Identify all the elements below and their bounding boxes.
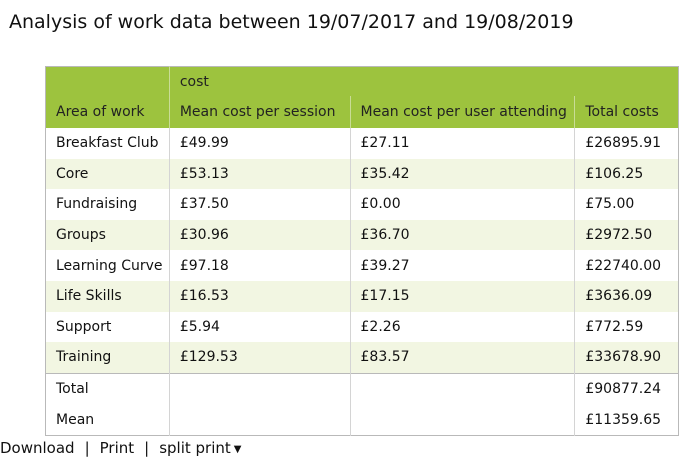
group-header-row: cost bbox=[45, 66, 679, 96]
separator: | bbox=[144, 439, 150, 457]
mean-user-cell: £35.42 bbox=[349, 158, 575, 190]
area-cell: Support bbox=[45, 311, 170, 343]
area-cell: Fundraising bbox=[45, 189, 170, 220]
footer-links: Download | Print | split print ▼ bbox=[0, 439, 241, 457]
download-link[interactable]: Download bbox=[0, 439, 75, 457]
cost-table: cost Area of work Mean cost per session … bbox=[45, 66, 679, 436]
table-row: Core £53.13 £35.42 £106.25 bbox=[45, 158, 679, 190]
column-header-mean-session: Mean cost per session bbox=[168, 96, 351, 128]
area-cell: Learning Curve bbox=[45, 250, 170, 281]
mean-user-cell: £83.57 bbox=[349, 342, 575, 374]
summary-empty-cell bbox=[168, 404, 351, 436]
summary-empty-cell bbox=[168, 372, 351, 405]
total-cell: £106.25 bbox=[574, 158, 679, 190]
table-row: Support £5.94 £2.26 £772.59 bbox=[45, 311, 679, 343]
table-row: Training £129.53 £83.57 £33678.90 bbox=[45, 342, 679, 374]
mean-user-cell: £27.11 bbox=[349, 128, 575, 159]
column-header-total: Total costs bbox=[574, 96, 679, 128]
total-cell: £75.00 bbox=[574, 189, 679, 220]
summary-value: £11359.65 bbox=[574, 404, 679, 436]
area-cell: Groups bbox=[45, 219, 170, 251]
mean-user-cell: £39.27 bbox=[349, 250, 575, 281]
mean-session-cell: £53.13 bbox=[168, 158, 351, 190]
split-print-label: split print bbox=[159, 439, 231, 457]
summary-row-total: Total £90877.24 bbox=[45, 372, 679, 405]
mean-session-cell: £129.53 bbox=[168, 342, 351, 374]
mean-user-cell: £36.70 bbox=[349, 219, 575, 251]
separator: | bbox=[84, 439, 90, 457]
mean-user-cell: £0.00 bbox=[349, 189, 575, 220]
mean-user-cell: £17.15 bbox=[349, 280, 575, 312]
group-header-cost: cost bbox=[168, 66, 679, 96]
area-cell: Core bbox=[45, 158, 170, 190]
mean-session-cell: £97.18 bbox=[168, 250, 351, 281]
caret-down-icon: ▼ bbox=[233, 444, 242, 455]
summary-empty-cell bbox=[349, 404, 575, 436]
area-cell: Breakfast Club bbox=[45, 128, 170, 159]
total-cell: £33678.90 bbox=[574, 342, 679, 374]
total-cell: £2972.50 bbox=[574, 219, 679, 251]
column-header-row: Area of work Mean cost per session Mean … bbox=[45, 96, 679, 128]
table-row: Fundraising £37.50 £0.00 £75.00 bbox=[45, 189, 679, 220]
area-cell: Life Skills bbox=[45, 280, 170, 312]
mean-user-cell: £2.26 bbox=[349, 311, 575, 343]
mean-session-cell: £49.99 bbox=[168, 128, 351, 159]
table-row: Breakfast Club £49.99 £27.11 £26895.91 bbox=[45, 128, 679, 159]
print-link[interactable]: Print bbox=[99, 439, 135, 457]
summary-label: Mean bbox=[45, 404, 170, 436]
mean-session-cell: £5.94 bbox=[168, 311, 351, 343]
page-title: Analysis of work data between 19/07/2017… bbox=[9, 11, 574, 33]
summary-value: £90877.24 bbox=[574, 372, 679, 405]
header-spacer bbox=[45, 66, 170, 96]
area-cell: Training bbox=[45, 342, 170, 374]
column-header-mean-user: Mean cost per user attending bbox=[349, 96, 575, 128]
table-row: Life Skills £16.53 £17.15 £3636.09 bbox=[45, 280, 679, 312]
summary-row-mean: Mean £11359.65 bbox=[45, 404, 679, 436]
total-cell: £26895.91 bbox=[574, 128, 679, 159]
mean-session-cell: £37.50 bbox=[168, 189, 351, 220]
mean-session-cell: £16.53 bbox=[168, 280, 351, 312]
split-print-dropdown[interactable]: split print ▼ bbox=[159, 439, 241, 457]
column-header-area: Area of work bbox=[45, 96, 170, 128]
table-row: Groups £30.96 £36.70 £2972.50 bbox=[45, 219, 679, 251]
total-cell: £772.59 bbox=[574, 311, 679, 343]
summary-label: Total bbox=[45, 372, 170, 405]
total-cell: £3636.09 bbox=[574, 280, 679, 312]
summary-empty-cell bbox=[349, 372, 575, 405]
total-cell: £22740.00 bbox=[574, 250, 679, 281]
mean-session-cell: £30.96 bbox=[168, 219, 351, 251]
table-row: Learning Curve £97.18 £39.27 £22740.00 bbox=[45, 250, 679, 281]
